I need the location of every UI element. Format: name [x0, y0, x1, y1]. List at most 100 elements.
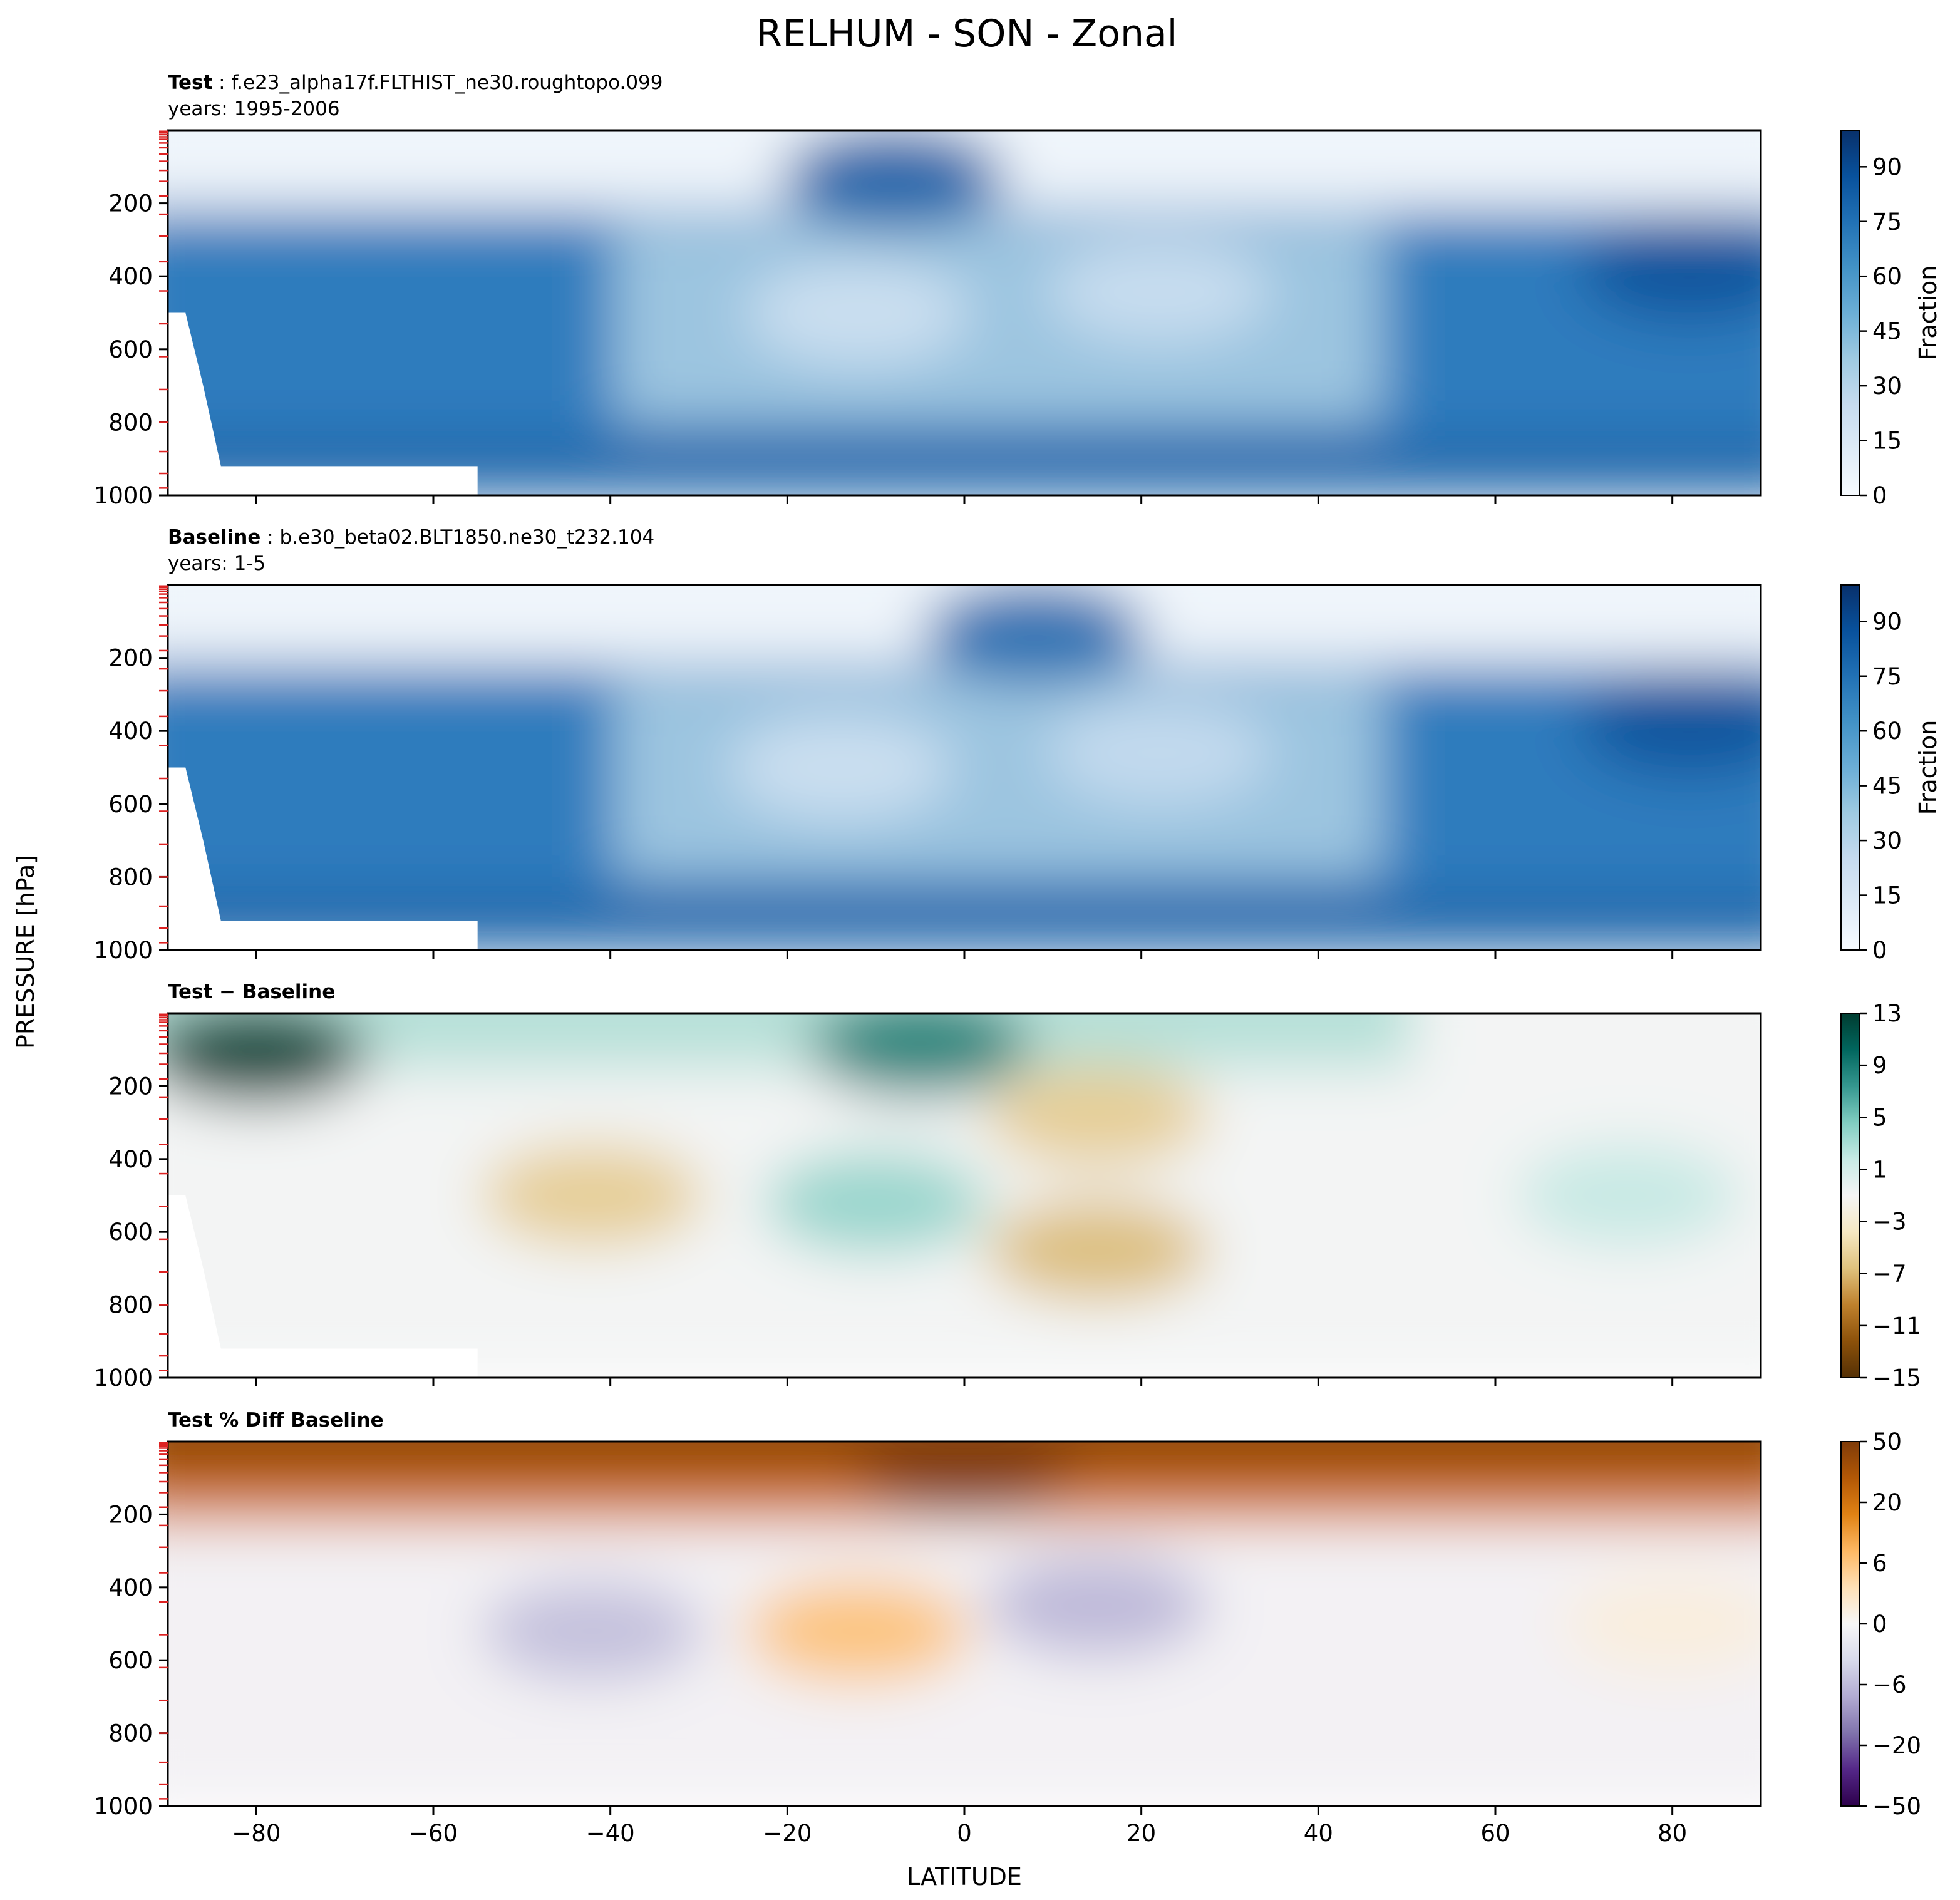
missing-data-region	[168, 312, 478, 495]
field-feature	[781, 130, 1005, 229]
colorbar-label: Fraction	[1914, 720, 1942, 815]
field-shading	[168, 585, 1761, 950]
field-feature	[746, 1580, 970, 1683]
case-separator: :	[212, 71, 231, 94]
field-feature	[1578, 217, 1761, 321]
colorbar-label: Fraction	[1914, 266, 1942, 361]
colorbar-tick-label: −15	[1872, 1365, 1921, 1391]
colorbar-tick-label: 20	[1872, 1489, 1902, 1516]
case-name: b.e30_beta02.BLT1850.ne30_t232.104	[280, 526, 655, 549]
colorbar-tick-label: 50	[1872, 1428, 1902, 1455]
y-tick-label: 600	[108, 791, 153, 818]
field-feature	[1047, 701, 1271, 804]
colorbar-tick-label: 9	[1872, 1052, 1887, 1079]
colorbar-tick-label: 15	[1872, 428, 1902, 455]
x-tick-label: 60	[1480, 1820, 1510, 1847]
colorbar-tick-label: 30	[1872, 827, 1902, 854]
case-separator: :	[260, 526, 279, 549]
y-tick-label: 200	[108, 190, 153, 217]
colorbar-tick-label: 75	[1872, 663, 1902, 690]
colorbar-tick-label: 0	[1872, 937, 1887, 964]
y-tick-label: 1000	[94, 1793, 153, 1820]
y-tick-label: 800	[108, 1720, 153, 1747]
field-feature	[808, 1013, 1032, 1097]
y-tick-label: 1000	[94, 482, 153, 509]
colorbar-tick-label: −11	[1872, 1313, 1921, 1340]
colorbar-tick-label: 90	[1872, 153, 1902, 180]
panel-years: years: 1995-2006	[168, 98, 340, 120]
y-tick-label: 1000	[94, 1365, 153, 1391]
field-feature	[746, 261, 970, 364]
colorbar-tick-label: 45	[1872, 318, 1902, 345]
colorbar-tick-label: −6	[1872, 1671, 1907, 1698]
field-test	[168, 130, 1761, 495]
y-tick-label: 400	[108, 1146, 153, 1173]
y-tick-label: 600	[108, 1647, 153, 1674]
x-tick-label: 0	[957, 1820, 972, 1847]
y-axis-label: PRESSURE [hPa]	[12, 855, 39, 1049]
field-feature	[481, 1144, 704, 1247]
field-feature	[729, 716, 952, 819]
field-feature	[481, 1580, 704, 1683]
panel-years: years: 1-5	[168, 552, 266, 575]
case-label: Baseline	[168, 526, 260, 549]
y-tick-label: 600	[108, 1219, 153, 1246]
x-tick-label: −20	[763, 1820, 812, 1847]
field-feature	[764, 1152, 988, 1254]
colorbar-tick-label: 5	[1872, 1104, 1887, 1131]
colorbar-tick-label: 75	[1872, 209, 1902, 235]
field-region	[614, 676, 1383, 877]
field-region	[168, 1013, 1413, 1068]
y-tick-label: 200	[108, 645, 153, 672]
colorbar	[1840, 1441, 1860, 1807]
y-tick-label: 800	[108, 1292, 153, 1319]
y-tick-label: 400	[108, 263, 153, 290]
field-difference	[168, 1013, 1761, 1378]
panel-difference: Test − Baseline 200 400 600 800 1000 13 9 5 1 −3 −7…	[94, 981, 1921, 1391]
x-tick-label: −80	[232, 1820, 281, 1847]
field-feature	[985, 1064, 1209, 1167]
y-tick-label: 1000	[94, 937, 153, 964]
field-feature	[924, 585, 1147, 684]
field-feature	[1047, 239, 1271, 343]
colorbar-tick-label: 0	[1872, 482, 1887, 509]
case-name: f.e23_alpha17f.FLTHIST_ne30.roughtopo.09…	[231, 71, 663, 94]
colorbar-tick-label: −20	[1872, 1732, 1921, 1759]
y-tick-label: 200	[108, 1073, 153, 1100]
panel-test: Test : f.e23_alpha17f.FLTHIST_ne30.rough…	[94, 71, 1942, 509]
colorbar	[1840, 1013, 1860, 1378]
colorbar-tick-label: 13	[1872, 1000, 1902, 1027]
y-tick-label: 600	[108, 336, 153, 363]
panel-case-line: Test : f.e23_alpha17f.FLTHIST_ne30.rough…	[168, 71, 663, 94]
field-feature	[852, 1442, 1076, 1515]
colorbar-tick-label: 30	[1872, 373, 1902, 400]
y-tick-label: 800	[108, 864, 153, 891]
x-tick-label: 20	[1127, 1820, 1156, 1847]
field-feature	[985, 1554, 1209, 1657]
field-feature	[985, 1199, 1209, 1301]
y-tick-label: 200	[108, 1501, 153, 1528]
colorbar-tick-label: 45	[1872, 773, 1902, 800]
field-shading	[168, 1442, 1761, 1806]
field-feature	[1578, 672, 1761, 775]
colorbar-tick-label: 0	[1872, 1611, 1887, 1638]
colorbar-tick-label: 15	[1872, 882, 1902, 909]
field-feature	[1560, 1572, 1761, 1675]
figure-title: RELHUM - SON - Zonal	[756, 12, 1178, 56]
x-tick-label: −60	[409, 1820, 458, 1847]
missing-data-region	[168, 1195, 478, 1378]
colorbar-tick-label: 6	[1872, 1550, 1887, 1577]
field-percent-difference	[168, 1442, 1761, 1806]
field-shading	[168, 1013, 1761, 1378]
field-region	[614, 221, 1383, 423]
panel-baseline: Baseline : b.e30_beta02.BLT1850.ne30_t23…	[94, 526, 1942, 964]
panel-percent-difference: Test % Diff Baseline−80 −60 −40 −20 0 20 40 60 8…	[94, 1409, 1921, 1847]
y-tick-label: 400	[108, 718, 153, 745]
x-axis-label: LATITUDE	[907, 1863, 1022, 1891]
colorbar	[1840, 130, 1860, 496]
colorbar-tick-label: 1	[1872, 1156, 1887, 1183]
panel-title: Test % Diff Baseline	[168, 1409, 384, 1432]
panel-title: Test − Baseline	[168, 981, 335, 1003]
field-shading	[168, 130, 1761, 495]
